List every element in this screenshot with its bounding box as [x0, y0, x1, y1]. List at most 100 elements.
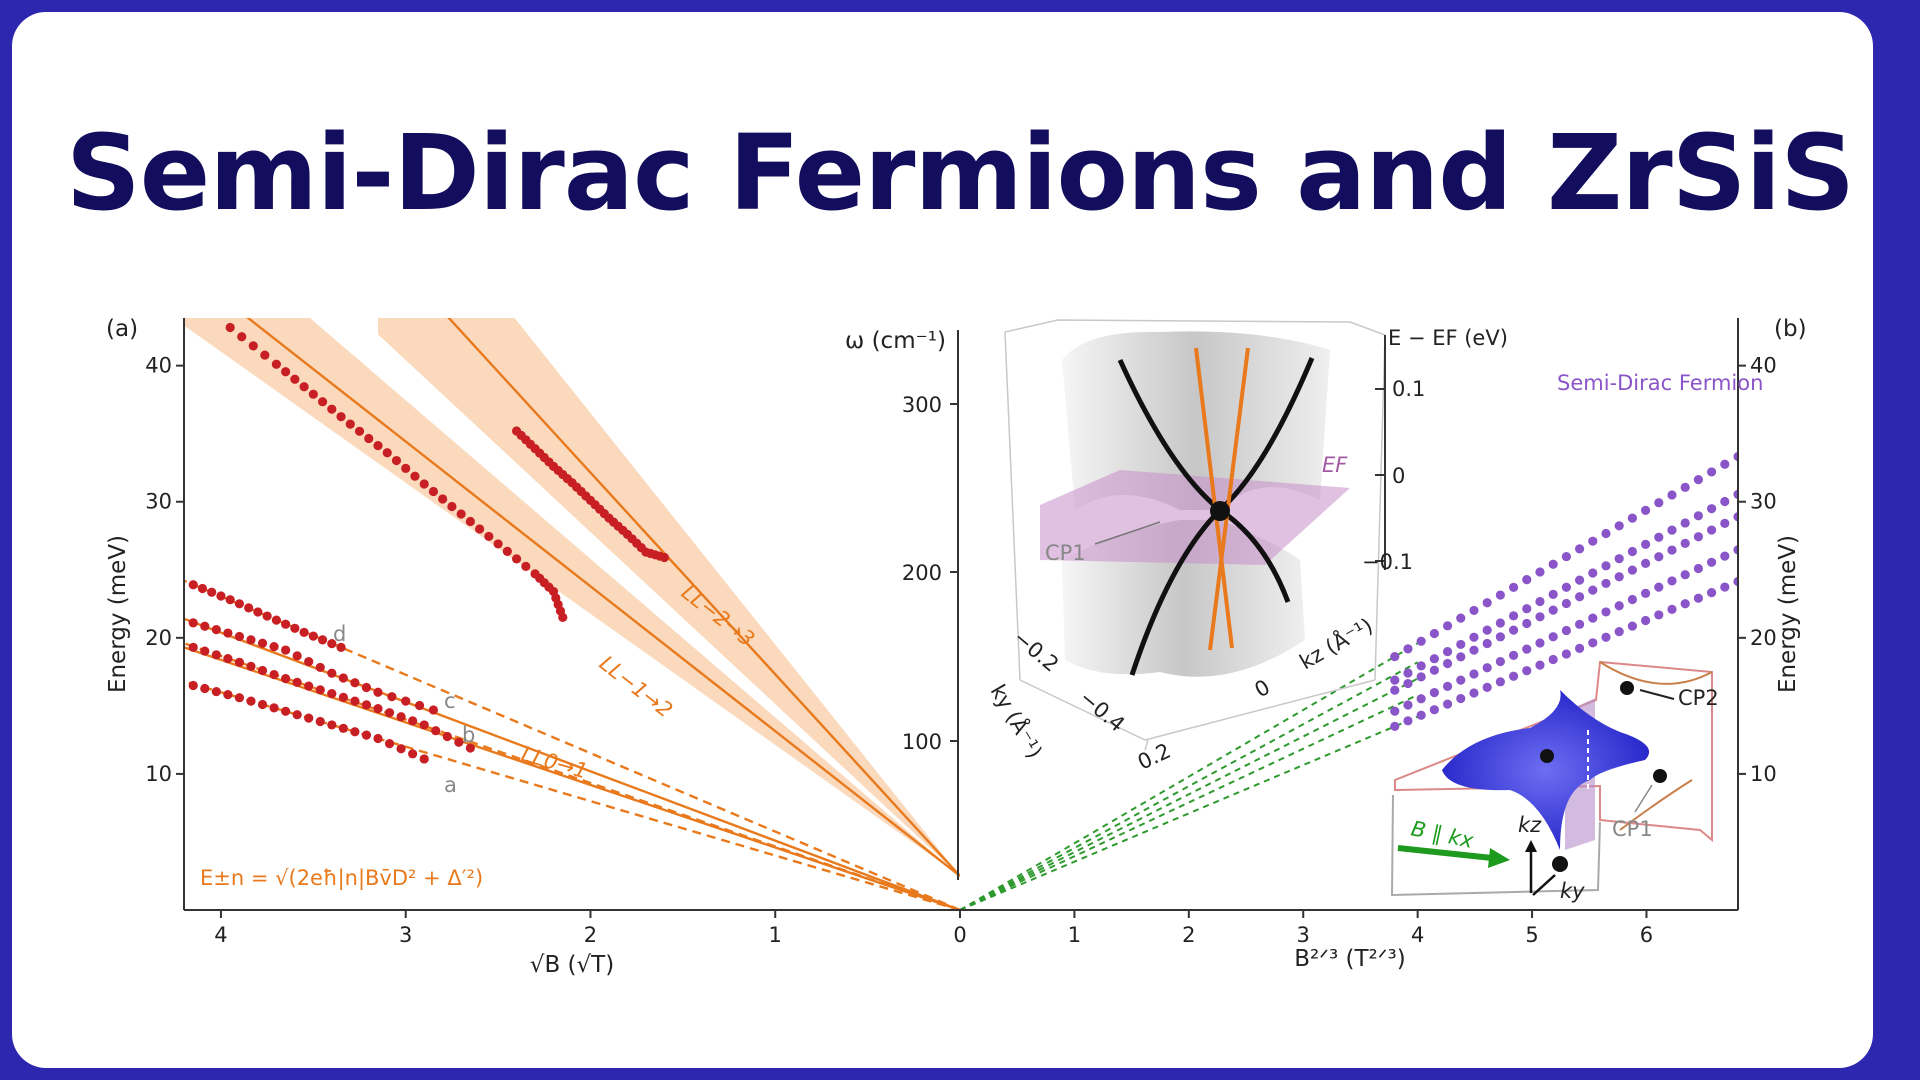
fermi-plane [1040, 470, 1350, 565]
data-point-b-1 [1390, 675, 1400, 685]
data-point-a-4 [361, 700, 372, 710]
data-point-b-0 [1720, 459, 1730, 469]
data-point-a-4 [234, 657, 245, 667]
data-point-b-4 [1706, 588, 1717, 598]
data-point-b-1 [1548, 589, 1558, 600]
data-point-b-4 [1574, 643, 1585, 653]
data-point-a-2 [197, 583, 208, 594]
data-point-a-5 [338, 723, 348, 733]
data-point-b-3 [1680, 570, 1690, 580]
data-point-b-0 [1390, 651, 1400, 662]
data-point-b-1 [1680, 518, 1690, 528]
data-point-b-4 [1601, 632, 1611, 642]
data-point-b-1 [1588, 568, 1598, 578]
legend-semi-dirac: Semi-Dirac Fermion [1557, 371, 1763, 395]
x-tick-label: 1 [769, 923, 782, 947]
sdf-fit-line-1 [960, 661, 1419, 910]
data-point-b-2 [1601, 578, 1611, 589]
data-point-b-4 [1535, 660, 1545, 670]
data-point-a-5 [304, 713, 314, 723]
data-point-b-4 [1733, 576, 1738, 587]
x-tick-label: 1 [1068, 923, 1081, 947]
data-point-b-3 [1601, 607, 1611, 617]
data-point-b-2 [1535, 612, 1545, 622]
data-point-b-3 [1614, 601, 1624, 611]
data-point-a-4 [315, 685, 325, 695]
data-point-b-3 [1442, 681, 1453, 691]
data-point-a-3 [373, 687, 383, 697]
data-point-b-0 [1640, 505, 1651, 516]
data-point-b-3 [1693, 563, 1703, 574]
x-tick-label: 3 [1297, 923, 1310, 947]
data-point-a-4 [281, 674, 291, 684]
data-point-b-3 [1627, 594, 1637, 605]
data-point-b-4 [1614, 627, 1624, 637]
data-point-b-0 [1733, 451, 1738, 462]
data-point-b-1 [1720, 496, 1730, 507]
data-point-b-0 [1442, 621, 1453, 631]
bz-cp1-label: CP1 [1612, 817, 1653, 841]
ky-tick-neg0.2: −0.2 [1009, 625, 1063, 676]
data-point-a-2 [225, 595, 235, 605]
data-point-a-4 [304, 681, 314, 691]
data-point-b-4 [1561, 649, 1571, 659]
data-point-a-4 [396, 712, 406, 722]
data-point-a-0 [299, 382, 309, 392]
data-point-a-5 [408, 749, 418, 759]
kz-label: kz (Å⁻¹) [1295, 612, 1377, 675]
energy-tick-0.1: 0.1 [1392, 377, 1425, 401]
data-point-b-3 [1469, 669, 1479, 679]
data-point-b-0 [1574, 544, 1585, 554]
data-point-a-2 [262, 611, 272, 621]
data-point-b-3 [1588, 613, 1598, 623]
data-point-b-0 [1667, 490, 1677, 500]
data-point-a-0 [475, 524, 485, 534]
energy-formula: E±n = √(2eħ|n|Bv̄D² + Δ′²) [200, 866, 483, 891]
data-point-b-3 [1640, 588, 1651, 598]
ky-arrow [1532, 874, 1556, 896]
data-point-b-2 [1508, 625, 1519, 635]
data-point-b-3 [1429, 687, 1439, 698]
confidence-band-0 [378, 318, 960, 876]
data-point-a-2 [271, 615, 281, 625]
data-point-b-4 [1403, 716, 1413, 726]
data-point-a-2 [207, 587, 217, 597]
data-point-a-4 [246, 661, 256, 671]
data-point-a-5 [246, 696, 256, 706]
data-point-a-4 [465, 743, 475, 753]
data-point-a-0 [225, 322, 235, 333]
data-point-b-0 [1693, 475, 1703, 485]
data-point-a-3 [200, 621, 210, 631]
data-point-b-4 [1442, 699, 1453, 709]
series-label-d: d [333, 622, 346, 646]
data-point-b-4 [1640, 615, 1651, 626]
data-point-a-4 [223, 653, 233, 664]
data-point-a-0 [438, 494, 448, 504]
data-point-a-3 [428, 705, 439, 715]
data-point-a-5 [281, 706, 291, 716]
pocket-node [1540, 749, 1554, 763]
data-point-b-4 [1508, 671, 1519, 681]
data-point-a-3 [387, 692, 397, 702]
data-point-b-1 [1614, 554, 1624, 564]
fit-line-4 [184, 641, 960, 910]
data-point-b-4 [1548, 654, 1558, 665]
data-point-b-2 [1442, 658, 1453, 669]
data-point-b-0 [1614, 521, 1624, 531]
data-point-b-0 [1548, 559, 1558, 569]
data-point-a-0 [410, 471, 420, 481]
data-point-b-3 [1574, 619, 1585, 629]
data-point-b-2 [1482, 638, 1492, 649]
data-point-a-5 [350, 727, 360, 737]
kz-tick-0: 0 [1251, 675, 1275, 702]
data-point-a-0 [493, 539, 503, 549]
data-point-b-2 [1416, 672, 1426, 682]
data-point-a-0 [281, 367, 291, 377]
data-point-b-2 [1640, 558, 1651, 569]
data-point-b-2 [1654, 552, 1664, 562]
panel-b-y-label: Energy (meV) [1775, 535, 1801, 693]
data-point-a-4 [269, 669, 279, 680]
data-point-b-4 [1667, 604, 1677, 614]
data-point-a-2 [253, 607, 263, 617]
sdf-fit-line-4 [960, 715, 1419, 910]
